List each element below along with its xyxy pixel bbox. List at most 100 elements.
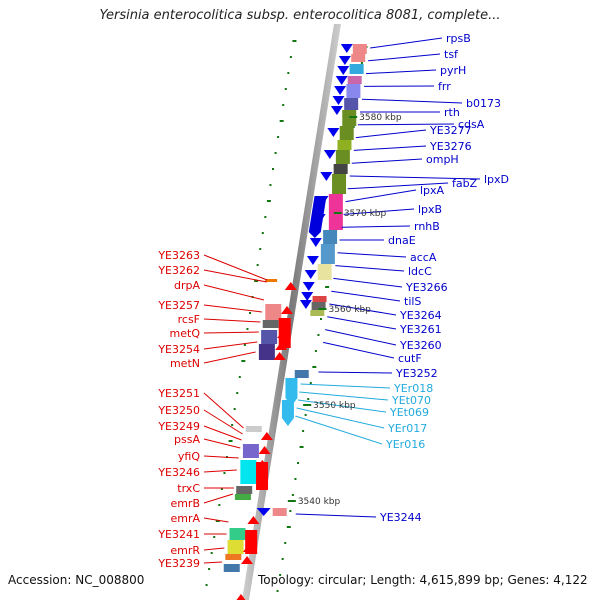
gene-block: [261, 330, 278, 344]
label-leader: [349, 175, 481, 180]
gene-block: [335, 150, 350, 164]
gene-label: rcsF: [178, 313, 200, 326]
tick-mark: [274, 152, 277, 154]
gene-block: [332, 174, 347, 194]
tick-mark: [208, 568, 211, 570]
tick-mark: [291, 494, 294, 496]
gene-label: YE3251: [157, 387, 200, 400]
label-leader: [366, 69, 437, 75]
gene-label: YE3254: [157, 343, 200, 356]
gene-block: [234, 494, 251, 500]
reverse-gene-arrow: [309, 238, 322, 247]
gene-label: YE3260: [399, 339, 442, 352]
label-leader: [329, 303, 397, 316]
map-title: Yersinia enterocolitica subsp. enterocol…: [99, 8, 501, 23]
tick-mark: [246, 328, 249, 330]
gene-label: frr: [438, 80, 451, 93]
gene-label: YE3266: [405, 281, 448, 294]
label-leader: [368, 53, 441, 62]
tick-mark: [249, 312, 251, 314]
scale-marks: 3580 kbp 3570 kbp 3560 kbp 3550 kbp 3540 kbp: [287, 113, 402, 507]
gene-label: rpsB: [446, 32, 471, 45]
tick-mark: [210, 552, 213, 554]
gene-block: [317, 264, 332, 280]
gene-label: tilS: [404, 295, 421, 308]
tick-mark: [266, 200, 271, 202]
reverse-gene-arrow: [323, 150, 336, 159]
tick-mark: [297, 462, 299, 464]
gene-label: YE3261: [399, 323, 442, 336]
tick-mark: [243, 344, 246, 346]
label-leader: [203, 284, 265, 301]
tick-mark: [213, 536, 216, 538]
gene-label: pssA: [174, 433, 200, 446]
forward-gene-arrow: [284, 282, 297, 290]
gene-block: [323, 230, 338, 244]
reverse-gene-arrow: [306, 256, 319, 265]
label-leader: [347, 182, 449, 190]
label-leader: [203, 254, 268, 281]
tick-mark: [360, 62, 363, 64]
label-leader: [203, 392, 244, 429]
reverse-gene-arrow: [334, 86, 347, 95]
tick-mark: [220, 488, 223, 490]
gene-label: ompH: [426, 153, 459, 166]
label-leader: [203, 469, 237, 473]
tick-mark: [277, 136, 280, 138]
reverse-gene-arrow: [340, 44, 353, 53]
reverse-gene-arrow: [335, 76, 348, 85]
forward-gene-arrow: [280, 306, 293, 314]
label-leader: [337, 252, 407, 258]
gene-block: [320, 244, 335, 264]
backbone: [242, 24, 341, 600]
tick-mark: [312, 366, 317, 368]
gene-block: [229, 528, 246, 540]
label-leader: [203, 269, 267, 283]
forward-gene-arrow: [278, 318, 291, 348]
gene-block: [312, 296, 327, 302]
gene-block: [265, 304, 282, 320]
gene-label: lpxA: [420, 184, 445, 197]
forward-gene-arrow: [241, 556, 254, 564]
label-leader: [203, 318, 261, 323]
gene-label: lpxB: [418, 203, 442, 216]
label-leader: [343, 208, 415, 215]
label-leader: [355, 129, 427, 139]
rna-arrow: [285, 378, 298, 406]
gene-block: [262, 320, 279, 328]
tick-mark: [282, 104, 285, 106]
tick-mark: [223, 472, 226, 474]
tick-mark: [231, 424, 234, 426]
gene-block: [333, 164, 348, 174]
tick-mark: [287, 72, 290, 74]
gene-block: [294, 370, 309, 378]
accession-text: Accession: NC_008800: [8, 573, 145, 587]
tick-mark: [233, 408, 236, 410]
forward-gene-arrow: [273, 352, 286, 360]
label-leader: [331, 290, 401, 302]
label-leader: [203, 351, 256, 364]
gene-label: YE3244: [379, 511, 422, 524]
gene-label: rth: [444, 106, 460, 119]
scale-label: 3550 kbp: [313, 401, 356, 411]
scale-label: 3540 kbp: [298, 497, 341, 507]
label-leaders: [203, 37, 481, 564]
tick-mark: [279, 120, 284, 122]
tick-mark: [299, 446, 304, 448]
gene-label: lpxD: [484, 173, 509, 186]
tick-mark: [320, 318, 322, 320]
label-leader: [203, 438, 241, 449]
gene-label: metN: [170, 357, 200, 370]
gene-block: [245, 426, 262, 432]
tick-mark: [218, 504, 221, 506]
rna-arrow: [281, 400, 294, 426]
tick-mark: [286, 526, 291, 528]
gene-block: [344, 98, 359, 110]
tick-mark: [241, 360, 246, 362]
gene-label: drpA: [174, 279, 200, 292]
tick-mark: [294, 478, 297, 480]
reverse-gene-arrow: [304, 270, 317, 279]
tick-mark: [259, 248, 262, 250]
gene-block: [236, 486, 253, 494]
